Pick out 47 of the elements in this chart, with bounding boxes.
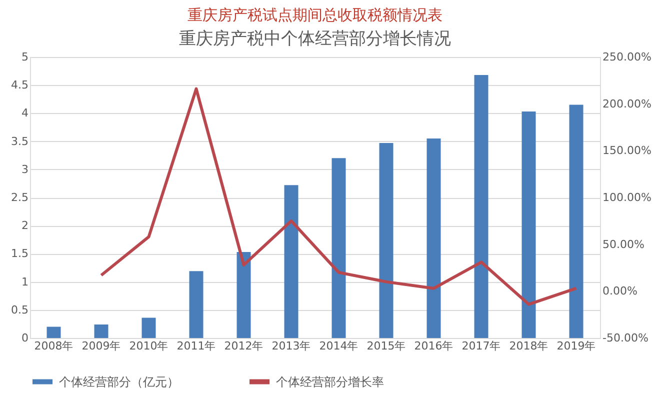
y-tick-label: 1 [22, 275, 28, 288]
x-tick-label: 2010年 [129, 340, 168, 352]
bar [426, 138, 441, 338]
y-tick-label: 4.5 [11, 78, 28, 92]
chart-title: 重庆房产税试点期间总收取税额情况表 [188, 6, 442, 24]
y-tick-label: 1.5 [11, 247, 28, 260]
bar [94, 324, 108, 338]
x-tick-label: 2014年 [319, 340, 358, 352]
bar [46, 326, 61, 338]
x-tick-label: 2012年 [224, 340, 264, 352]
y2-tick-label: -50.00% [602, 332, 648, 344]
x-tick-label: 2019年 [556, 340, 596, 352]
bar [332, 158, 346, 338]
y-tick-label: 2.5 [11, 191, 28, 204]
legend-label: 个体经营部分（亿元） [59, 374, 179, 389]
x-tick-label: 2016年 [414, 340, 454, 352]
x-tick-label: 2009年 [82, 340, 121, 352]
y-tick-label: 3 [22, 162, 28, 176]
bar [379, 142, 394, 338]
y2-tick-label: 100.00% [602, 191, 652, 204]
x-tick-label: 2013年 [272, 340, 311, 352]
y2-tick-label: 150.00% [602, 144, 652, 158]
bar [522, 112, 536, 338]
y-tick-label: 5 [22, 50, 28, 64]
y2-tick-label: 200.00% [602, 97, 652, 110]
x-tick-label: 2018年 [509, 340, 548, 352]
x-tick-label: 2017年 [462, 340, 501, 352]
line-series [100, 87, 578, 306]
y-tick-label: 4 [22, 106, 28, 120]
bar [142, 318, 156, 338]
y2-tick-label: 0.00% [602, 284, 638, 298]
bar [474, 74, 488, 338]
y-tick-label: 0.5 [11, 303, 28, 316]
y-tick-label: 3.5 [11, 134, 28, 148]
x-tick-label: 2011年 [176, 340, 216, 352]
y-tick-label: 2 [22, 219, 28, 232]
chart-subtitle: 重庆房产税中个体经营部分增长情况 [179, 29, 451, 49]
bar [569, 104, 584, 338]
bar [189, 271, 204, 338]
legend-label: 个体经营部分增长率 [276, 374, 384, 389]
x-tick-label: 2008年 [34, 340, 74, 352]
y-tick-label: 0 [22, 332, 28, 344]
y2-tick-label: 50.00% [602, 238, 644, 251]
y2-tick-label: 250.00% [602, 50, 652, 64]
bar [236, 252, 251, 338]
bar [284, 185, 298, 338]
x-tick-label: 2015年 [366, 340, 406, 352]
